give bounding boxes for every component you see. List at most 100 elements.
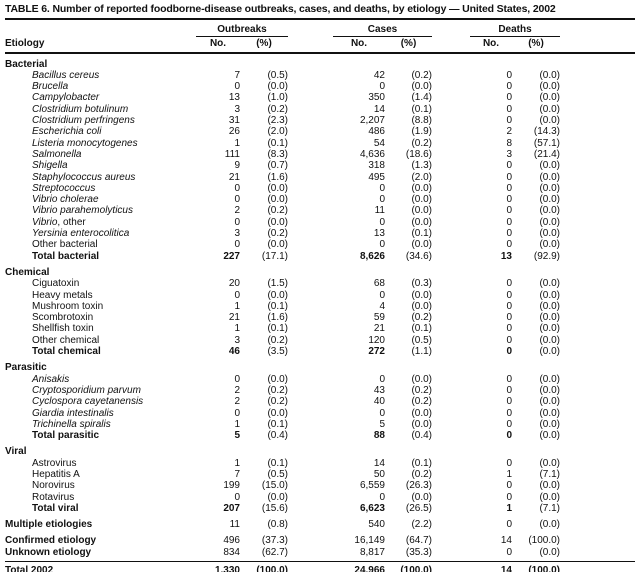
count-cell: 6,623 [359,502,385,514]
spacer [432,530,470,546]
count-cell: 0 [379,216,385,228]
spacer [560,149,635,160]
count-cell: 2 [506,126,512,138]
etiology-label-text: Vibrio cholerae [32,194,99,206]
count-cell: 26 [228,126,240,138]
spacer [560,547,635,562]
count-cell: 0 [506,480,512,492]
etiology-label-text: Other bacterial [32,239,98,251]
etiology-label: Other bacterial [5,239,196,250]
spacer [288,419,333,430]
table-row: Rotavirus 0 (0.0) 0 (0.0) 0 (0.0) [5,492,635,503]
count-cell: 496 [223,535,240,547]
percent-cell: (0.0) [539,334,561,346]
count-cell: 0 [506,182,512,194]
percent-cell: (0.0) [411,239,432,251]
count-cell: 59 [373,312,385,324]
spacer [432,547,470,562]
spacer [560,561,636,572]
count-cell: 0 [506,115,512,127]
count-cell: 486 [368,126,385,138]
spacer [432,514,470,530]
table-row: Anisakis 0 (0.0) 0 (0.0) 0 (0.0) [5,374,635,385]
spacer [432,205,470,216]
spacer [432,115,470,126]
percent-cell: (0.0) [539,182,561,194]
count-cell: 111 [224,148,240,160]
percent-cell: (15.6) [261,502,288,514]
percent-cell: (0.4) [411,430,432,442]
count-cell: 21 [373,323,385,335]
count-cell: 0 [506,171,512,183]
percent-cell: (0.1) [411,228,432,240]
spacer [288,301,333,312]
spacer [560,290,635,301]
count-cell: 13 [228,92,240,104]
percent-cell: (0.0) [539,103,561,115]
spacer [432,104,470,115]
count-cell: 272 [368,346,385,358]
table-row: Cryptosporidium parvum 2 (0.2) 43 (0.2) 0 (0.0… [5,385,635,396]
count-cell: 2,207 [359,115,385,127]
table-row: Other chemical 3 (0.2) 120 (0.5) 0 (0.0) [5,335,635,346]
summary-row: Confirmed etiology 496 (37.3) 16,149 (64.7) 1… [5,530,635,546]
spacer [432,172,470,183]
spacer [560,194,635,205]
table-row: Giardia intestinalis 0 (0.0) 0 (0.0) 0 (0.0) [5,408,635,419]
percent-cell: (0.2) [267,384,288,396]
percent-cell: (0.0) [539,205,561,217]
percent-cell: (35.3) [405,546,432,558]
spacer [288,228,333,239]
percent-cell: (0.4) [267,430,288,442]
spacer [288,36,333,54]
section-total-row: Total viral 207 (15.6) 6,623 (26.5) 1 (7.1) [5,503,635,514]
percent-cell: (1.3) [411,160,432,172]
count-cell: 21 [228,312,240,324]
spacer [288,172,333,183]
spacer [288,374,333,385]
percent-cell: (0.0) [411,300,432,312]
count-cell: 0 [234,289,240,301]
count-cell: 0 [506,194,512,206]
count-cell: 31 [228,115,240,127]
count-cell: 0 [506,457,512,469]
table-row: Shigella 9 (0.7) 318 (1.3) 0 (0.0) [5,160,635,171]
percent-cell: (0.0) [539,323,561,335]
etiology-label: Total 2002 [5,561,196,572]
section-total-row: Total parasitic 5 (0.4) 88 (0.4) 0 (0.0) [5,430,635,441]
group-header-cases: Cases [333,21,432,38]
table-row: Clostridium botulinum 3 (0.2) 14 (0.1) 0 (0.0) [5,104,635,115]
count-cell: 2 [234,384,240,396]
percent-cell: (0.0) [267,491,288,503]
spacer [5,21,196,37]
section-name: Chemical [5,266,50,278]
spacer [288,217,333,228]
spacer [432,70,470,81]
percent-cell: (0.0) [539,194,561,206]
etiology-label-text: Vibrio parahemolyticus [32,205,133,217]
count-cell: 5 [379,418,385,430]
count-cell: 0 [234,182,240,194]
spacer [288,278,333,289]
percent-cell: (0.0) [539,160,561,172]
percent-cell: (0.0) [539,289,561,301]
percent-cell: (0.1) [267,300,288,312]
count-cell: 0 [506,334,512,346]
percent-cell: (37.3) [261,535,288,547]
etiology-label-text: Total parasitic [32,430,100,442]
spacer [560,408,635,419]
etiology-label-text: Scombrotoxin [32,312,94,324]
spacer [432,160,470,171]
percent-cell: (2.3) [267,115,288,127]
count-cell: 3 [234,334,240,346]
count-cell: 0 [506,312,512,324]
spacer [560,21,635,37]
spacer [288,205,333,216]
count-cell: 3 [234,103,240,115]
count-cell: 1 [506,468,512,480]
grand-total-row: Total 2002 1,330 (100.0) 24,966 (100.0) 14 (10… [5,561,636,572]
spacer [560,104,635,115]
etiology-label-text: Brucella [32,81,69,93]
spacer [288,530,333,546]
spacer [560,205,635,216]
